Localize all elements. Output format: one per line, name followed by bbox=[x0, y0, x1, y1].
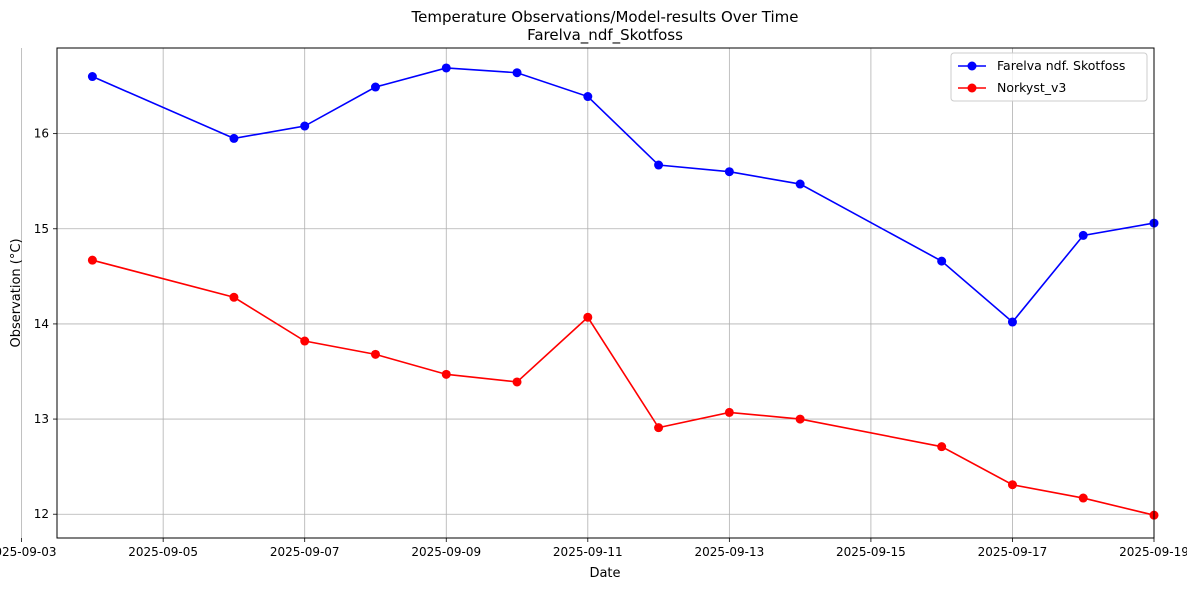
y-tick-label: 16 bbox=[34, 127, 49, 141]
y-tick-label: 12 bbox=[34, 507, 49, 521]
legend-label-norkyst: Norkyst_v3 bbox=[997, 80, 1066, 95]
x-tick-label: 2025-09-15 bbox=[836, 545, 906, 559]
data-point-farelva bbox=[583, 92, 593, 102]
data-point-farelva bbox=[229, 133, 239, 143]
data-point-norkyst bbox=[937, 442, 947, 452]
data-point-farelva bbox=[654, 160, 664, 170]
data-point-norkyst bbox=[1078, 493, 1088, 503]
legend-marker-norkyst bbox=[967, 83, 977, 93]
data-point-norkyst bbox=[229, 292, 239, 302]
x-tick-label: 2025-09-03 bbox=[0, 545, 56, 559]
x-tick-label: 2025-09-09 bbox=[411, 545, 481, 559]
data-point-farelva bbox=[1007, 317, 1017, 327]
x-tick-label: 2025-09-17 bbox=[978, 545, 1048, 559]
ticks: 2025-09-03 2025-09-05 2025-09-07 2025-09-09… bbox=[0, 127, 1187, 559]
y-tick-label: 14 bbox=[34, 317, 49, 331]
series-layer bbox=[87, 63, 1159, 520]
data-point-farelva bbox=[512, 68, 522, 78]
series-norkyst bbox=[87, 255, 1159, 520]
data-point-farelva bbox=[370, 82, 380, 92]
data-point-norkyst bbox=[654, 423, 664, 433]
y-tick-label: 15 bbox=[34, 222, 49, 236]
data-point-norkyst bbox=[512, 377, 522, 387]
legend-label-farelva: Farelva ndf. Skotfoss bbox=[997, 58, 1125, 73]
plot-frame bbox=[56, 47, 1155, 539]
legend: Farelva ndf. Skotfoss Norkyst_v3 bbox=[950, 52, 1148, 102]
x-tick-label: 2025-09-11 bbox=[553, 545, 623, 559]
x-tick-label: 2025-09-13 bbox=[694, 545, 764, 559]
x-axis-title: Date bbox=[589, 566, 620, 581]
series-line-norkyst bbox=[92, 259, 1155, 516]
data-point-norkyst bbox=[300, 336, 310, 346]
data-point-farelva bbox=[724, 167, 734, 177]
chart-title: Temperature Observations/Model-results O… bbox=[410, 8, 798, 26]
y-tick-label: 13 bbox=[34, 412, 49, 426]
series-line-farelva bbox=[92, 67, 1155, 324]
data-point-farelva bbox=[300, 121, 310, 131]
data-point-farelva bbox=[1078, 230, 1088, 240]
data-point-farelva bbox=[441, 63, 451, 73]
data-point-norkyst bbox=[583, 312, 593, 322]
x-tick-label: 2025-09-05 bbox=[128, 545, 198, 559]
data-point-norkyst bbox=[795, 414, 805, 424]
data-point-norkyst bbox=[724, 407, 734, 417]
chart-subtitle: Farelva_ndf_Skotfoss bbox=[527, 26, 683, 45]
x-tick-label: 2025-09-07 bbox=[270, 545, 340, 559]
legend-marker-farelva bbox=[967, 61, 977, 71]
data-point-farelva bbox=[795, 179, 805, 189]
data-point-norkyst bbox=[370, 349, 380, 359]
y-axis-title: Observation (°C) bbox=[9, 238, 24, 347]
data-point-farelva bbox=[937, 256, 947, 266]
data-point-norkyst bbox=[87, 255, 97, 265]
legend-box bbox=[950, 52, 1148, 102]
x-tick-label: 2025-09-19 bbox=[1119, 545, 1187, 559]
data-point-farelva bbox=[87, 72, 97, 82]
data-point-norkyst bbox=[1007, 480, 1017, 490]
data-point-norkyst bbox=[441, 369, 451, 379]
series-farelva bbox=[87, 63, 1159, 327]
